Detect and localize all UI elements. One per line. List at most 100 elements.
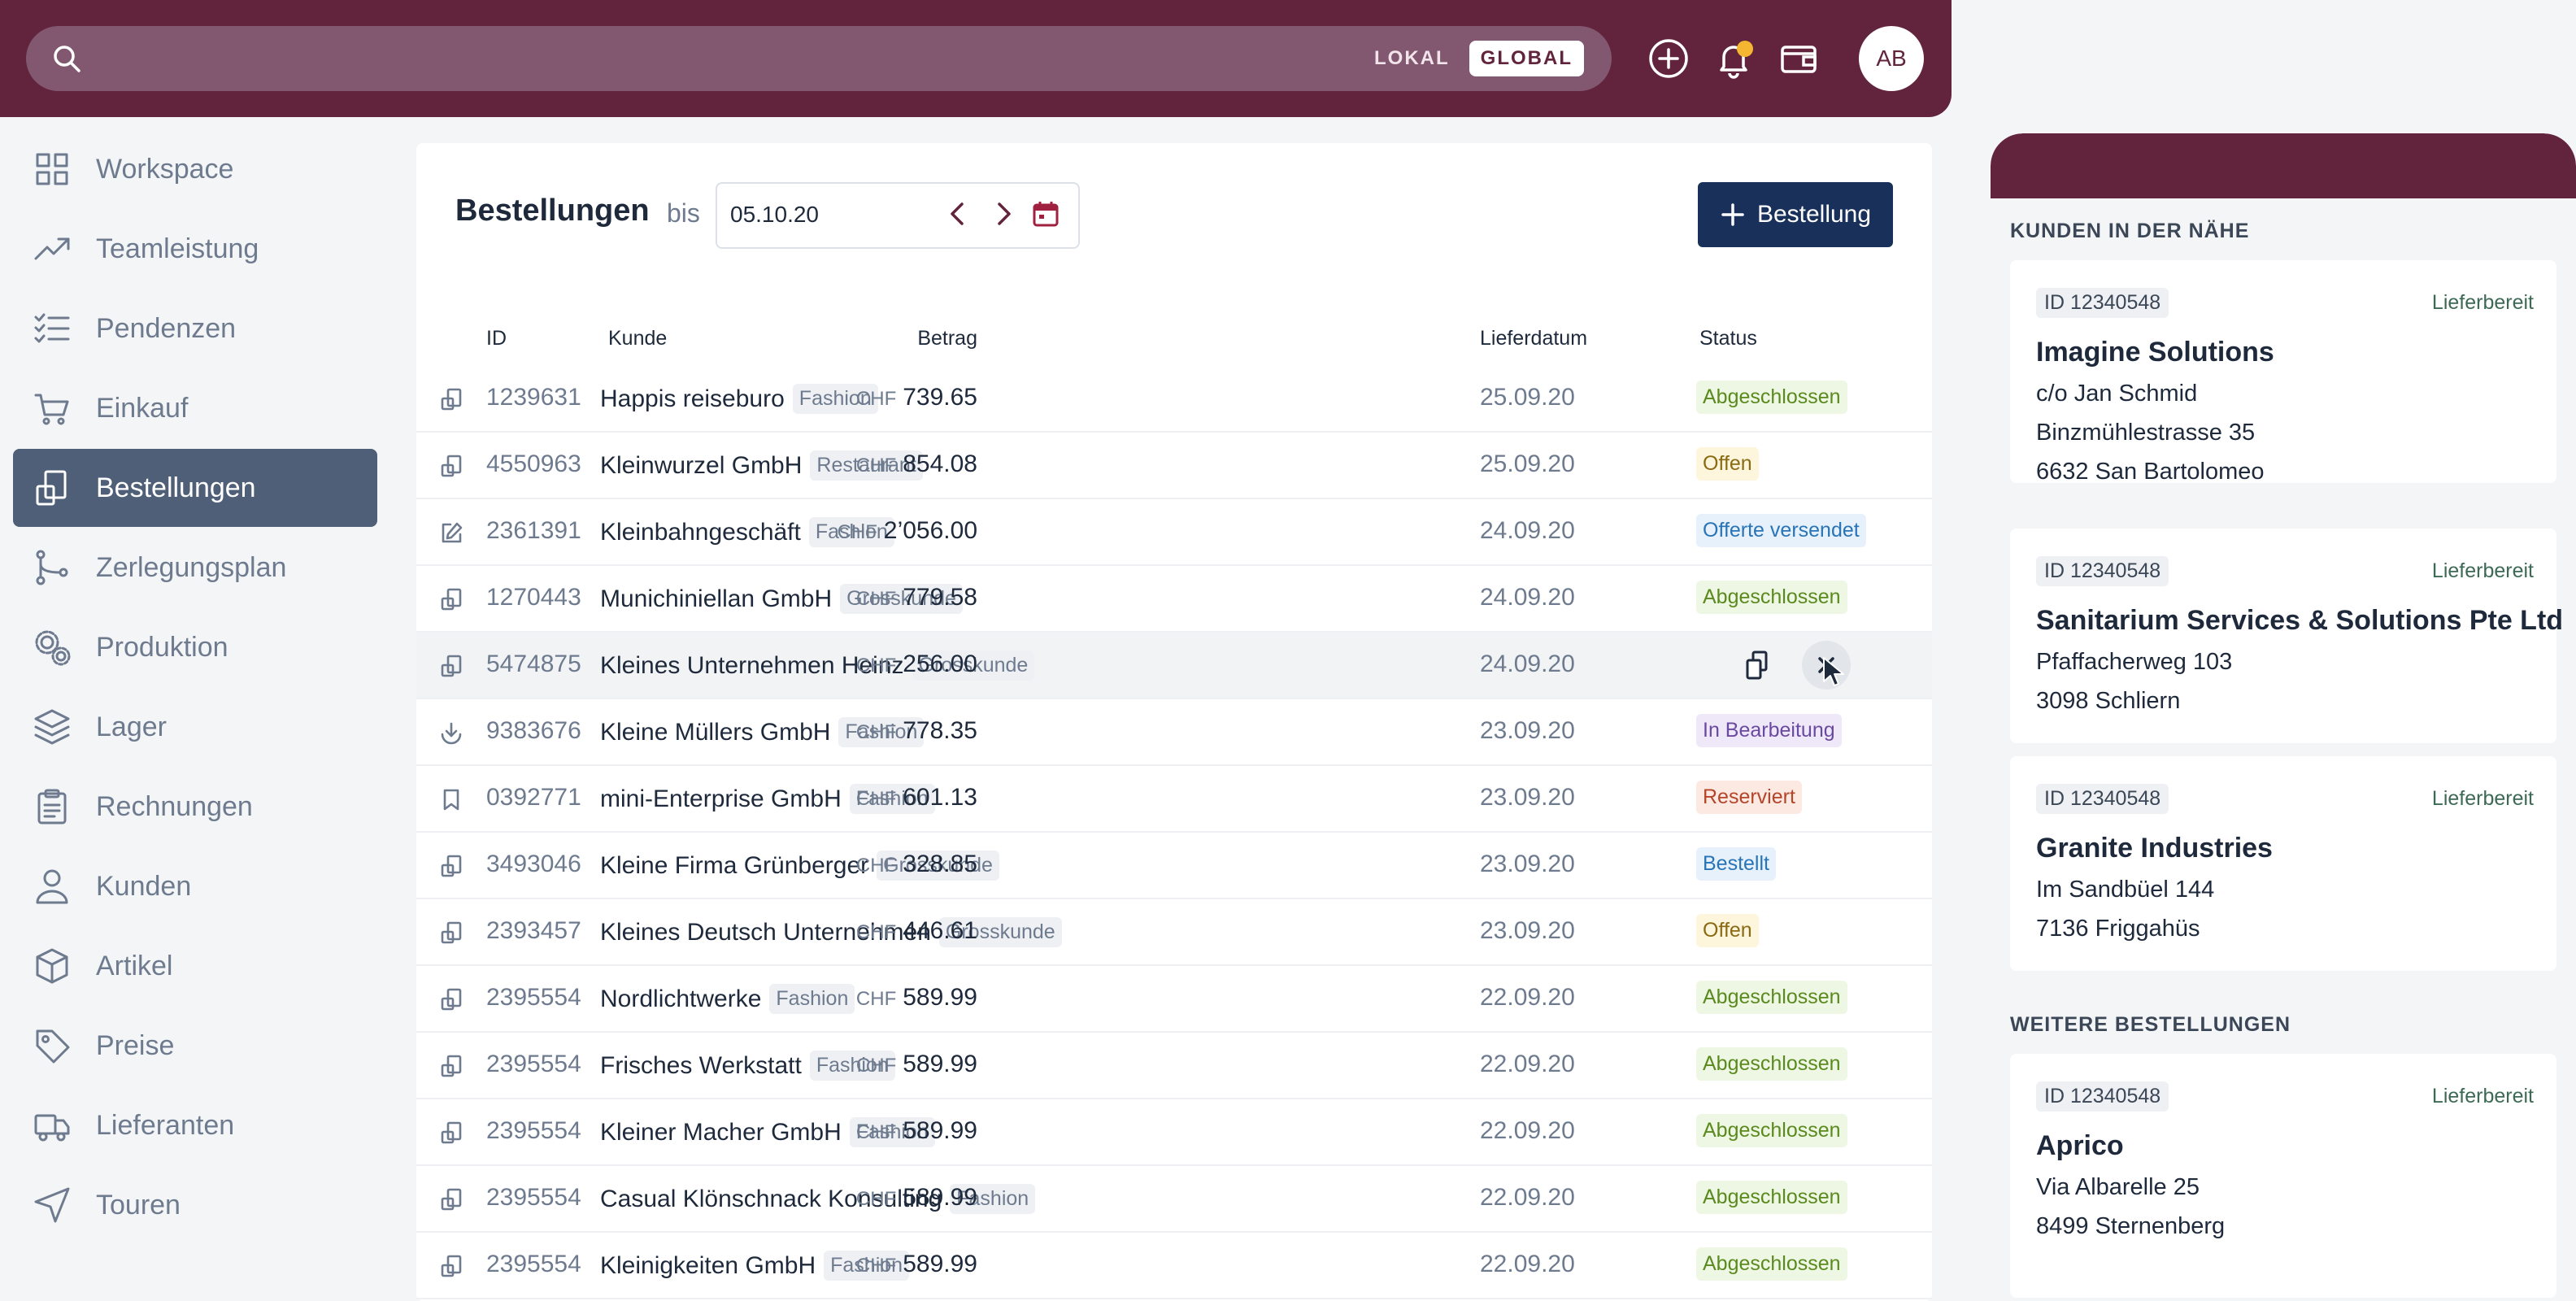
order-icon (441, 921, 462, 944)
status-badge: Offen (1696, 914, 1759, 947)
customer-card[interactable]: ID 12340548 Lieferbereit Imagine Solutio… (2010, 260, 2556, 485)
order-icon (441, 1188, 462, 1211)
wallet-icon[interactable] (1776, 36, 1821, 81)
col-betrag[interactable]: Betrag (917, 327, 977, 350)
table-row[interactable]: 2395554 Frisches Werkstatt Fashion CHF 58… (416, 1033, 1932, 1099)
customer-name[interactable]: mini-Enterprise GmbH (600, 785, 842, 812)
amount-cell: CHF 739.65 (856, 384, 977, 411)
customer-name[interactable]: Kleine Firma Grünberger (600, 851, 869, 879)
truck-icon (33, 1106, 72, 1145)
table-row[interactable]: 0392771 mini-Enterprise GmbH Fashion CHF… (416, 766, 1932, 833)
customer-cell: Kleine Müllers GmbH Fashion (600, 717, 925, 747)
table-row[interactable]: 1270443 Munichiniellan GmbH Grosskunde C… (416, 566, 1932, 633)
sidebar-item-workspace[interactable]: Workspace (13, 130, 377, 208)
table-row[interactable]: 5474875 Kleines Unternehmen Heinz Grossk… (416, 633, 1932, 699)
chevron-left-icon[interactable] (942, 198, 974, 230)
delivery-date: 22.09.20 (1480, 1051, 1575, 1077)
branch-icon (33, 548, 72, 587)
status-badge: Abgeschlossen (1696, 1047, 1847, 1081)
customer-name[interactable]: Nordlichtwerke (600, 985, 762, 1012)
clipboard-icon (33, 787, 72, 826)
delivery-date: 23.09.20 (1480, 851, 1575, 877)
sidebar-item-bestellungen[interactable]: Bestellungen (13, 449, 377, 527)
order-icon (441, 988, 462, 1011)
sidebar-item-rechnungen[interactable]: Rechnungen (13, 768, 377, 846)
col-kunde[interactable]: Kunde (608, 327, 668, 350)
amount-cell: CHF 778.35 (856, 717, 977, 745)
customer-name[interactable]: Frisches Werkstatt (600, 1051, 802, 1079)
status-badge: Offen (1696, 447, 1759, 481)
customer-cell: Kleiner Macher GmbH Fashion (600, 1117, 935, 1147)
add-circle-icon[interactable] (1646, 36, 1691, 81)
sidebar-item-artikel[interactable]: Artikel (13, 927, 377, 1005)
table-row[interactable]: 2395554 Casual Klönschnack Konsulting Fa… (416, 1166, 1932, 1233)
new-order-label: Bestellung (1756, 201, 1872, 228)
sidebar-item-zerlegungsplan[interactable]: Zerlegungsplan (13, 529, 377, 607)
table-row[interactable]: 2395554 Kleiner Macher GmbH Fashion CHF 5… (416, 1099, 1932, 1166)
table-row[interactable]: 9383676 Kleine Müllers GmbH Fashion CHF 7… (416, 699, 1932, 766)
customer-card[interactable]: ID 12340548 Lieferbereit Sanitarium Serv… (2010, 529, 2563, 743)
table-row[interactable]: 2361391 Kleinbahngeschäft Fashion CHF 2’0… (416, 499, 1932, 566)
sidebar-item-lieferanten[interactable]: Lieferanten (13, 1086, 377, 1164)
date-field[interactable]: 05.10.20 (716, 182, 1080, 249)
col-lieferdatum[interactable]: Lieferdatum (1480, 327, 1588, 350)
chevron-right-icon[interactable] (987, 198, 1020, 230)
customer-name[interactable]: Kleine Müllers GmbH (600, 718, 831, 746)
customer-name[interactable]: Kleines Unternehmen Heinz (600, 651, 904, 679)
scope-lokal-button[interactable]: LOKAL (1374, 47, 1450, 69)
customer-name[interactable]: Munichiniellan GmbH (600, 585, 833, 612)
amount: 779.58 (903, 584, 977, 611)
bookmark-icon (443, 789, 459, 811)
table-row[interactable]: 4550963 Kleinwurzel GmbH Restaurant CHF 8… (416, 433, 1932, 499)
customer-name[interactable]: Kleinbahngeschäft (600, 518, 801, 546)
table-row[interactable]: 2395554 Kleinigkeiten GmbH Fashion CHF 58… (416, 1233, 1932, 1299)
customer-cell: Kleinigkeiten GmbH Fashion (600, 1251, 910, 1281)
table-row[interactable]: 1239631 Happis reiseburo Fashion CHF 739.… (416, 366, 1932, 433)
amount-cell: CHF 589.99 (856, 984, 977, 1012)
table-row[interactable]: 3493046 Kleine Firma Grünberger Grosskun… (416, 833, 1932, 899)
sidebar-item-preise[interactable]: Preise (13, 1007, 377, 1085)
customer-name[interactable]: Kleinwurzel GmbH (600, 451, 803, 479)
order-id: 2361391 (486, 517, 581, 544)
col-id[interactable]: ID (486, 327, 507, 350)
amount-cell: CHF 589.99 (856, 1184, 977, 1212)
sidebar-item-kunden[interactable]: Kunden (13, 847, 377, 925)
customer-cell: Kleines Unternehmen Heinz Grosskunde (600, 650, 1035, 681)
sidebar-item-lager[interactable]: Lager (13, 688, 377, 766)
customer-name[interactable]: Kleines Deutsch Unternehmen (600, 918, 931, 946)
customer-name[interactable]: Happis reiseburo (600, 385, 785, 412)
card-id: ID 12340548 (2036, 556, 2169, 586)
delivery-date: 23.09.20 (1480, 717, 1575, 744)
amount-cell: CHF 256.00 (856, 650, 977, 678)
sidebar-item-touren[interactable]: Touren (13, 1166, 377, 1244)
sidebar-item-produktion[interactable]: Produktion (13, 608, 377, 686)
sidebar-item-einkauf[interactable]: Einkauf (13, 369, 377, 447)
customer-name[interactable]: Kleiner Macher GmbH (600, 1118, 842, 1146)
card-address-line: Im Sandbüel 144 (2036, 877, 2215, 903)
search-bar[interactable]: LOKAL GLOBAL (26, 26, 1612, 91)
search-scope-toggle: LOKAL GLOBAL (1366, 41, 1584, 76)
customer-card[interactable]: ID 12340548 Lieferbereit Granite Industr… (2010, 756, 2556, 971)
avatar[interactable]: AB (1859, 26, 1924, 91)
right-panel: KUNDEN IN DER NÄHE ID 12340548 Lieferber… (1991, 133, 2576, 1301)
table-row[interactable]: 2395554 Nordlichtwerke Fashion CHF 589.99… (416, 966, 1932, 1033)
sidebar-item-teamleistung[interactable]: Teamleistung (13, 210, 377, 288)
table-row[interactable]: 2393457 Kleines Deutsch Unternehmen Gros… (416, 899, 1932, 966)
bell-icon[interactable] (1711, 36, 1756, 81)
new-order-button[interactable]: Bestellung (1698, 182, 1893, 247)
customer-tag: Grosskunde (840, 584, 963, 614)
customer-card[interactable]: ID 12340548 Lieferbereit Aprico Via Albar… (2010, 1054, 2556, 1298)
copy-icon[interactable] (1734, 641, 1782, 690)
status-badge: Abgeschlossen (1696, 1114, 1847, 1147)
calendar-icon[interactable] (1029, 198, 1062, 230)
status-badge: Reserviert (1696, 781, 1802, 814)
customer-tag: Fashion (809, 1051, 895, 1081)
customer-name[interactable]: Casual Klönschnack Konsulting (600, 1185, 942, 1212)
col-status[interactable]: Status (1699, 327, 1757, 350)
sidebar-item-pendenzen[interactable]: Pendenzen (13, 289, 377, 368)
customer-name[interactable]: Kleinigkeiten GmbH (600, 1251, 816, 1279)
amount: 601.13 (903, 784, 977, 811)
scope-global-button[interactable]: GLOBAL (1469, 41, 1584, 76)
table-header: ID Kunde Betrag Lieferdatum Status (416, 324, 1932, 356)
sidebar-item-label: Preise (96, 1029, 175, 1061)
